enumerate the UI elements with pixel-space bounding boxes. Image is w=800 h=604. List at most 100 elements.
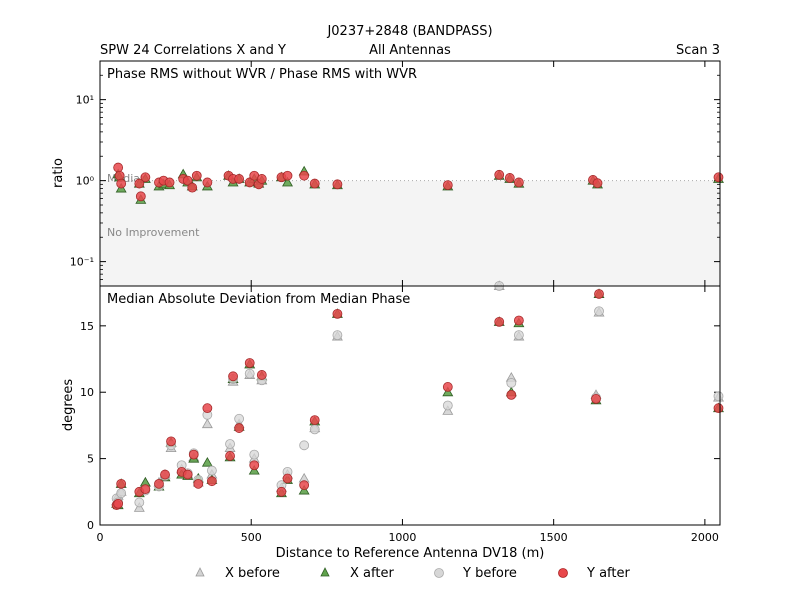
deviation-point-y-after	[309, 415, 320, 426]
ratio-point-y-after	[202, 177, 213, 188]
deviation-point-y-after	[154, 478, 164, 489]
distance-x-label: Distance to Reference Antenna DV18 (m)	[276, 546, 545, 561]
ratio-point-y-after	[256, 174, 267, 184]
deviation-point-y-before	[134, 497, 145, 508]
deviation-point-y-before	[116, 488, 127, 499]
deviation-point-y-after	[513, 315, 524, 326]
deviation-point-y-before	[225, 439, 235, 449]
figure-title: J0237+2848 (BANDPASS)	[326, 24, 492, 39]
legend-item-y-after: Y after	[558, 566, 630, 581]
deviation-panel-frame	[99, 285, 721, 526]
legend-label-y-before: Y before	[462, 566, 517, 581]
deviation-point-y-after	[116, 478, 127, 489]
ratio-point-y-after	[442, 180, 453, 191]
deviation-point-y-after	[594, 289, 604, 299]
deviation-point-y-before	[513, 330, 524, 341]
legend-marker-y-before	[434, 568, 444, 578]
legend-label-x-after: X after	[350, 566, 394, 581]
ratio-point-y-after	[513, 177, 524, 188]
ratio-point-y-after	[116, 178, 127, 189]
ratio-point-y-after	[164, 177, 175, 188]
ratio-points	[112, 162, 724, 204]
ratio-point-y-after	[592, 178, 603, 189]
header-left: SPW 24 Correlations X and Y	[100, 43, 286, 58]
deviation-point-y-before	[249, 449, 260, 460]
deviation-point-y-after	[202, 403, 213, 414]
ratio-point-y-after	[299, 170, 310, 181]
deviation-point-y-after	[228, 371, 238, 382]
ratio-point-y-after	[332, 179, 343, 190]
ratio-point-y-after	[114, 170, 125, 181]
deviation-point-y-after	[244, 358, 255, 368]
header-right: Scan 3	[676, 43, 720, 58]
deviation-point-x-after	[201, 456, 213, 467]
legend-item-x-after: X after	[320, 566, 394, 581]
header-center: All Antennas	[369, 43, 451, 58]
deviation-y-tick-label: 15	[80, 320, 94, 333]
legend-marker-y-after	[558, 568, 568, 578]
legend-item-x-before: X before	[195, 566, 280, 581]
ratio-point-y-after	[187, 182, 198, 193]
ratio-panel-title: Phase RMS without WVR / Phase RMS with W…	[107, 67, 417, 82]
ratio-point-y-after	[113, 162, 124, 173]
ratio-y-tick-label: 10⁻¹	[70, 256, 94, 269]
deviation-point-y-after	[713, 403, 724, 414]
ratio-y-tick-label: 10¹	[76, 94, 94, 107]
distance-x-tick-label: 1000	[388, 531, 416, 544]
no-improvement-label: No Improvement	[107, 226, 200, 239]
deviation-point-y-after	[494, 316, 505, 327]
ratio-point-y-after	[191, 170, 202, 181]
deviation-point-y-before	[506, 378, 517, 388]
deviation-point-y-after	[506, 389, 517, 400]
deviation-point-y-after	[256, 370, 267, 380]
deviation-point-y-before	[234, 413, 245, 424]
ratio-point-x-after	[282, 176, 294, 187]
ratio-point-y-after	[309, 178, 320, 189]
ratio-point-y-after	[182, 175, 193, 186]
distance-x-tick-label: 500	[241, 531, 262, 544]
deviation-point-y-after	[225, 451, 235, 461]
ratio-y-label: ratio	[51, 158, 66, 188]
legend-item-y-before: Y before	[434, 566, 517, 581]
deviation-point-y-after	[140, 484, 151, 495]
legend-marker-x-before	[195, 567, 205, 577]
deviation-y-tick-label: 5	[87, 453, 94, 466]
deviation-point-y-after	[113, 498, 124, 509]
deviation-point-y-after	[193, 478, 204, 489]
ratio-point-y-after	[140, 172, 151, 183]
deviation-point-y-before	[713, 391, 724, 402]
legend: X before X after Y before Y after	[195, 566, 630, 581]
deviation-points	[111, 280, 724, 512]
deviation-panel-title: Median Absolute Deviation from Median Ph…	[107, 292, 410, 307]
deviation-point-y-before	[332, 330, 343, 341]
legend-label-x-before: X before	[225, 566, 280, 581]
deviation-point-y-after	[299, 480, 310, 491]
deviation-y-tick-label: 0	[87, 519, 94, 532]
ratio-point-y-after	[504, 173, 515, 183]
deviation-point-y-before	[442, 400, 453, 411]
ratio-point-y-after	[134, 178, 145, 189]
deviation-point-y-after	[282, 473, 293, 484]
ratio-point-y-after	[135, 191, 146, 202]
ratio-point-y-after	[494, 169, 505, 180]
deviation-point-y-before	[594, 306, 604, 317]
deviation-point-y-after	[249, 460, 260, 471]
deviation-point-y-after	[332, 308, 343, 319]
deviation-point-y-after	[591, 393, 601, 404]
deviation-point-y-after	[276, 486, 287, 497]
ratio-point-y-after	[282, 170, 293, 181]
deviation-point-y-after	[207, 476, 217, 487]
deviation-point-x-before	[201, 418, 213, 429]
legend-label-y-after: Y after	[586, 566, 630, 581]
ratio-point-y-after	[234, 174, 245, 184]
deviation-point-y-after	[188, 449, 199, 460]
deviation-y-label: degrees	[61, 379, 76, 432]
distance-x-tick-label: 0	[97, 531, 104, 544]
deviation-point-y-after	[442, 382, 453, 392]
distance-x-tick-label: 1500	[540, 531, 568, 544]
deviation-y-tick-label: 10	[80, 386, 94, 399]
legend-marker-x-after	[320, 567, 330, 577]
